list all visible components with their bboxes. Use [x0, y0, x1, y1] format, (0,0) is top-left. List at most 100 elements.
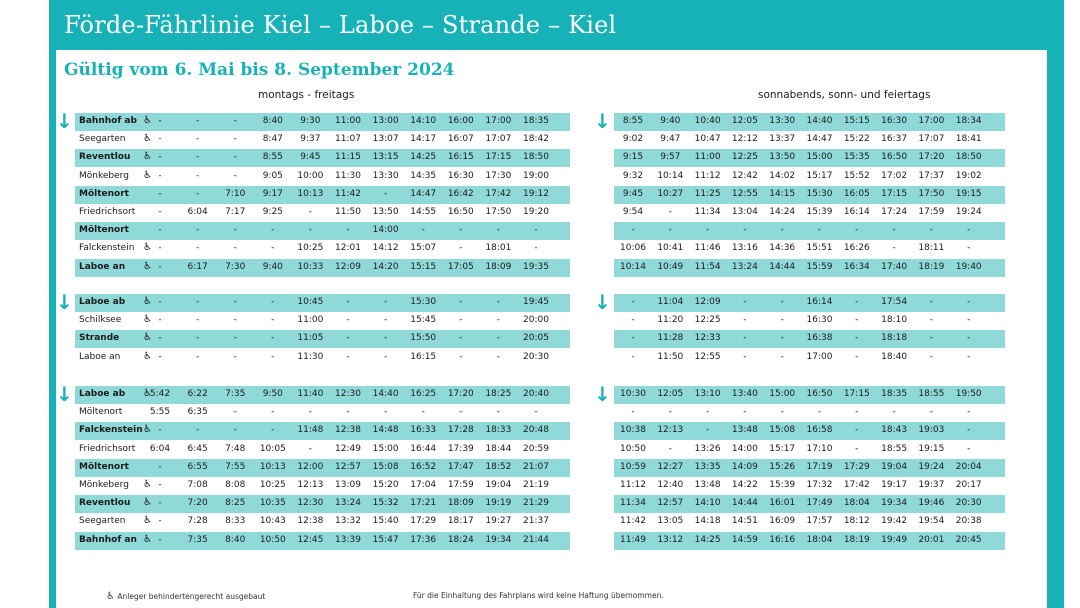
- weekend-table-row: 9:54 - 11:34 13:04 14:24 15:39 16:14 17:24 17:59…: [614, 204, 1005, 222]
- departure-time: -: [855, 225, 859, 236]
- departure-time: -: [383, 407, 388, 418]
- weekend-table-row: ----------: [614, 222, 1005, 241]
- departure-time: 15:39: [806, 207, 833, 217]
- departure-time: 12:25: [694, 315, 721, 326]
- departure-time: 17:00: [806, 351, 833, 362]
- departure-time: 12:45: [297, 534, 324, 545]
- departure-time: 11:25: [694, 188, 721, 199]
- departure-time: -: [195, 188, 200, 199]
- departure-time: -: [631, 297, 635, 307]
- page-title: Förde-Fährlinie Kiel – Laboe – Strande –…: [64, 11, 617, 39]
- departure-time: 11:46: [694, 243, 721, 254]
- departure-time: -: [271, 351, 275, 362]
- departure-time: 10:05: [259, 443, 286, 454]
- departure-time: -: [892, 225, 896, 236]
- departure-time: 18:40: [881, 351, 908, 362]
- departure-time: 13:39: [335, 534, 361, 545]
- departure-time: 18:33: [485, 425, 512, 436]
- departure-time: -: [967, 443, 971, 454]
- departure-time: 15:00: [769, 389, 796, 399]
- departure-time: 18:04: [843, 498, 870, 509]
- weekend-table-row: 9:32 10:14 11:12 12:42 14:02 15:17 15:52 17:02 1…: [614, 168, 1005, 186]
- departure-time: -: [496, 297, 501, 307]
- departure-time: -: [195, 152, 200, 163]
- departure-time: -: [383, 297, 388, 307]
- departure-time: 12:12: [731, 134, 758, 145]
- departure-time: 16:37: [881, 134, 908, 145]
- departure-time: -: [780, 315, 784, 326]
- departure-time: 8:40: [225, 534, 246, 545]
- departure-time: 15:39: [769, 480, 796, 490]
- departure-time: 12:38: [335, 425, 361, 436]
- departure-time: 10:06: [620, 243, 646, 254]
- departure-time: 7:08: [187, 480, 208, 490]
- departure-time: -: [631, 407, 635, 418]
- weekday-table-row: Möltenort 5:55 6:35 - - - - - - - - -: [75, 404, 570, 422]
- departure-time: 11:07: [335, 134, 361, 145]
- departure-time: -: [195, 333, 200, 344]
- departure-time: -: [496, 351, 501, 362]
- departure-time: 19:49: [881, 534, 908, 545]
- departure-time: 18:44: [485, 443, 512, 454]
- departure-time: -: [668, 443, 672, 454]
- departure-time: -: [855, 443, 859, 454]
- departure-time: -: [496, 225, 501, 236]
- departure-time: 17:36: [410, 534, 437, 545]
- departure-time: 15:45: [410, 315, 437, 326]
- departure-time: 19:27: [485, 516, 512, 527]
- departure-time: 18:24: [447, 534, 474, 545]
- departure-time: 17:07: [918, 134, 945, 145]
- departure-time: -: [158, 207, 162, 217]
- departure-time: -: [892, 407, 896, 418]
- departure-time: 13:24: [335, 498, 361, 509]
- departure-time: -: [705, 225, 710, 236]
- departure-time: -: [271, 315, 275, 326]
- weekend-table-row: 11:42 13:05 14:18 14:51 16:09 17:57 18:12 19:42…: [614, 513, 1005, 531]
- departure-time: 12:49: [335, 443, 361, 454]
- departure-time: 21:29: [523, 498, 549, 509]
- weekend-table-row: 10:50 - 13:26 14:00 15:17 17:10 - 18:55 19:15 -: [614, 441, 1005, 459]
- departure-time: 15:20: [372, 480, 399, 490]
- departure-time: -: [459, 243, 463, 254]
- departure-time: -: [158, 152, 162, 163]
- departure-time: 17:40: [881, 261, 908, 272]
- departure-time: 16:52: [410, 461, 437, 472]
- departure-time: 18:50: [955, 152, 982, 163]
- departure-time: 16:30: [447, 170, 474, 181]
- wheelchair-icon: ♿: [143, 151, 152, 163]
- departure-time: 10:41: [657, 243, 684, 254]
- departure-time: 16:30: [881, 116, 908, 126]
- departure-time: 15:32: [372, 498, 399, 509]
- departure-time: 16:09: [769, 516, 796, 527]
- departure-time: 15:30: [410, 297, 437, 307]
- departure-time: 14:25: [694, 534, 721, 545]
- departure-time: -: [158, 225, 162, 236]
- departure-time: -: [855, 351, 859, 362]
- departure-time: 18:18: [881, 333, 908, 344]
- departure-time: 14:44: [731, 498, 758, 509]
- departure-time: 19:54: [918, 516, 945, 527]
- departure-time: 18:55: [881, 443, 908, 454]
- weekday-table-row: Reventlou ♿ - 7:20 8:25 10:35 12:30 13:24 15:32 1…: [75, 495, 570, 514]
- departure-time: -: [195, 425, 200, 436]
- departure-time: 19:42: [881, 516, 908, 527]
- departure-time: 16:44: [410, 443, 437, 454]
- weekend-table-row: 10:59 12:27 13:35 14:09 15:26 17:19 17:29 19:04…: [614, 458, 1005, 477]
- departure-time: -: [534, 243, 538, 254]
- departure-time: -: [195, 134, 200, 145]
- departure-time: -: [817, 407, 822, 418]
- departure-time: 16:01: [769, 498, 796, 509]
- stop-name: Falckenstein: [79, 243, 135, 254]
- departure-time: 19:20: [523, 207, 549, 217]
- wheelchair-icon: ♿: [143, 260, 152, 272]
- weekday-table-row: Möltenort - - - - - - 14:00 - - - -: [75, 222, 570, 241]
- departure-time: 20:38: [955, 516, 982, 527]
- departure-time: 21:19: [523, 480, 549, 490]
- footer-disclaimer: Für die Einhaltung des Fahrplans wird ke…: [413, 591, 664, 600]
- wheelchair-icon: ♿: [143, 497, 152, 509]
- departure-time: 17:15: [843, 389, 870, 399]
- departure-time: -: [421, 225, 425, 236]
- departure-time: -: [271, 225, 275, 236]
- departure-time: 13:40: [731, 389, 758, 399]
- departure-time: -: [308, 407, 313, 418]
